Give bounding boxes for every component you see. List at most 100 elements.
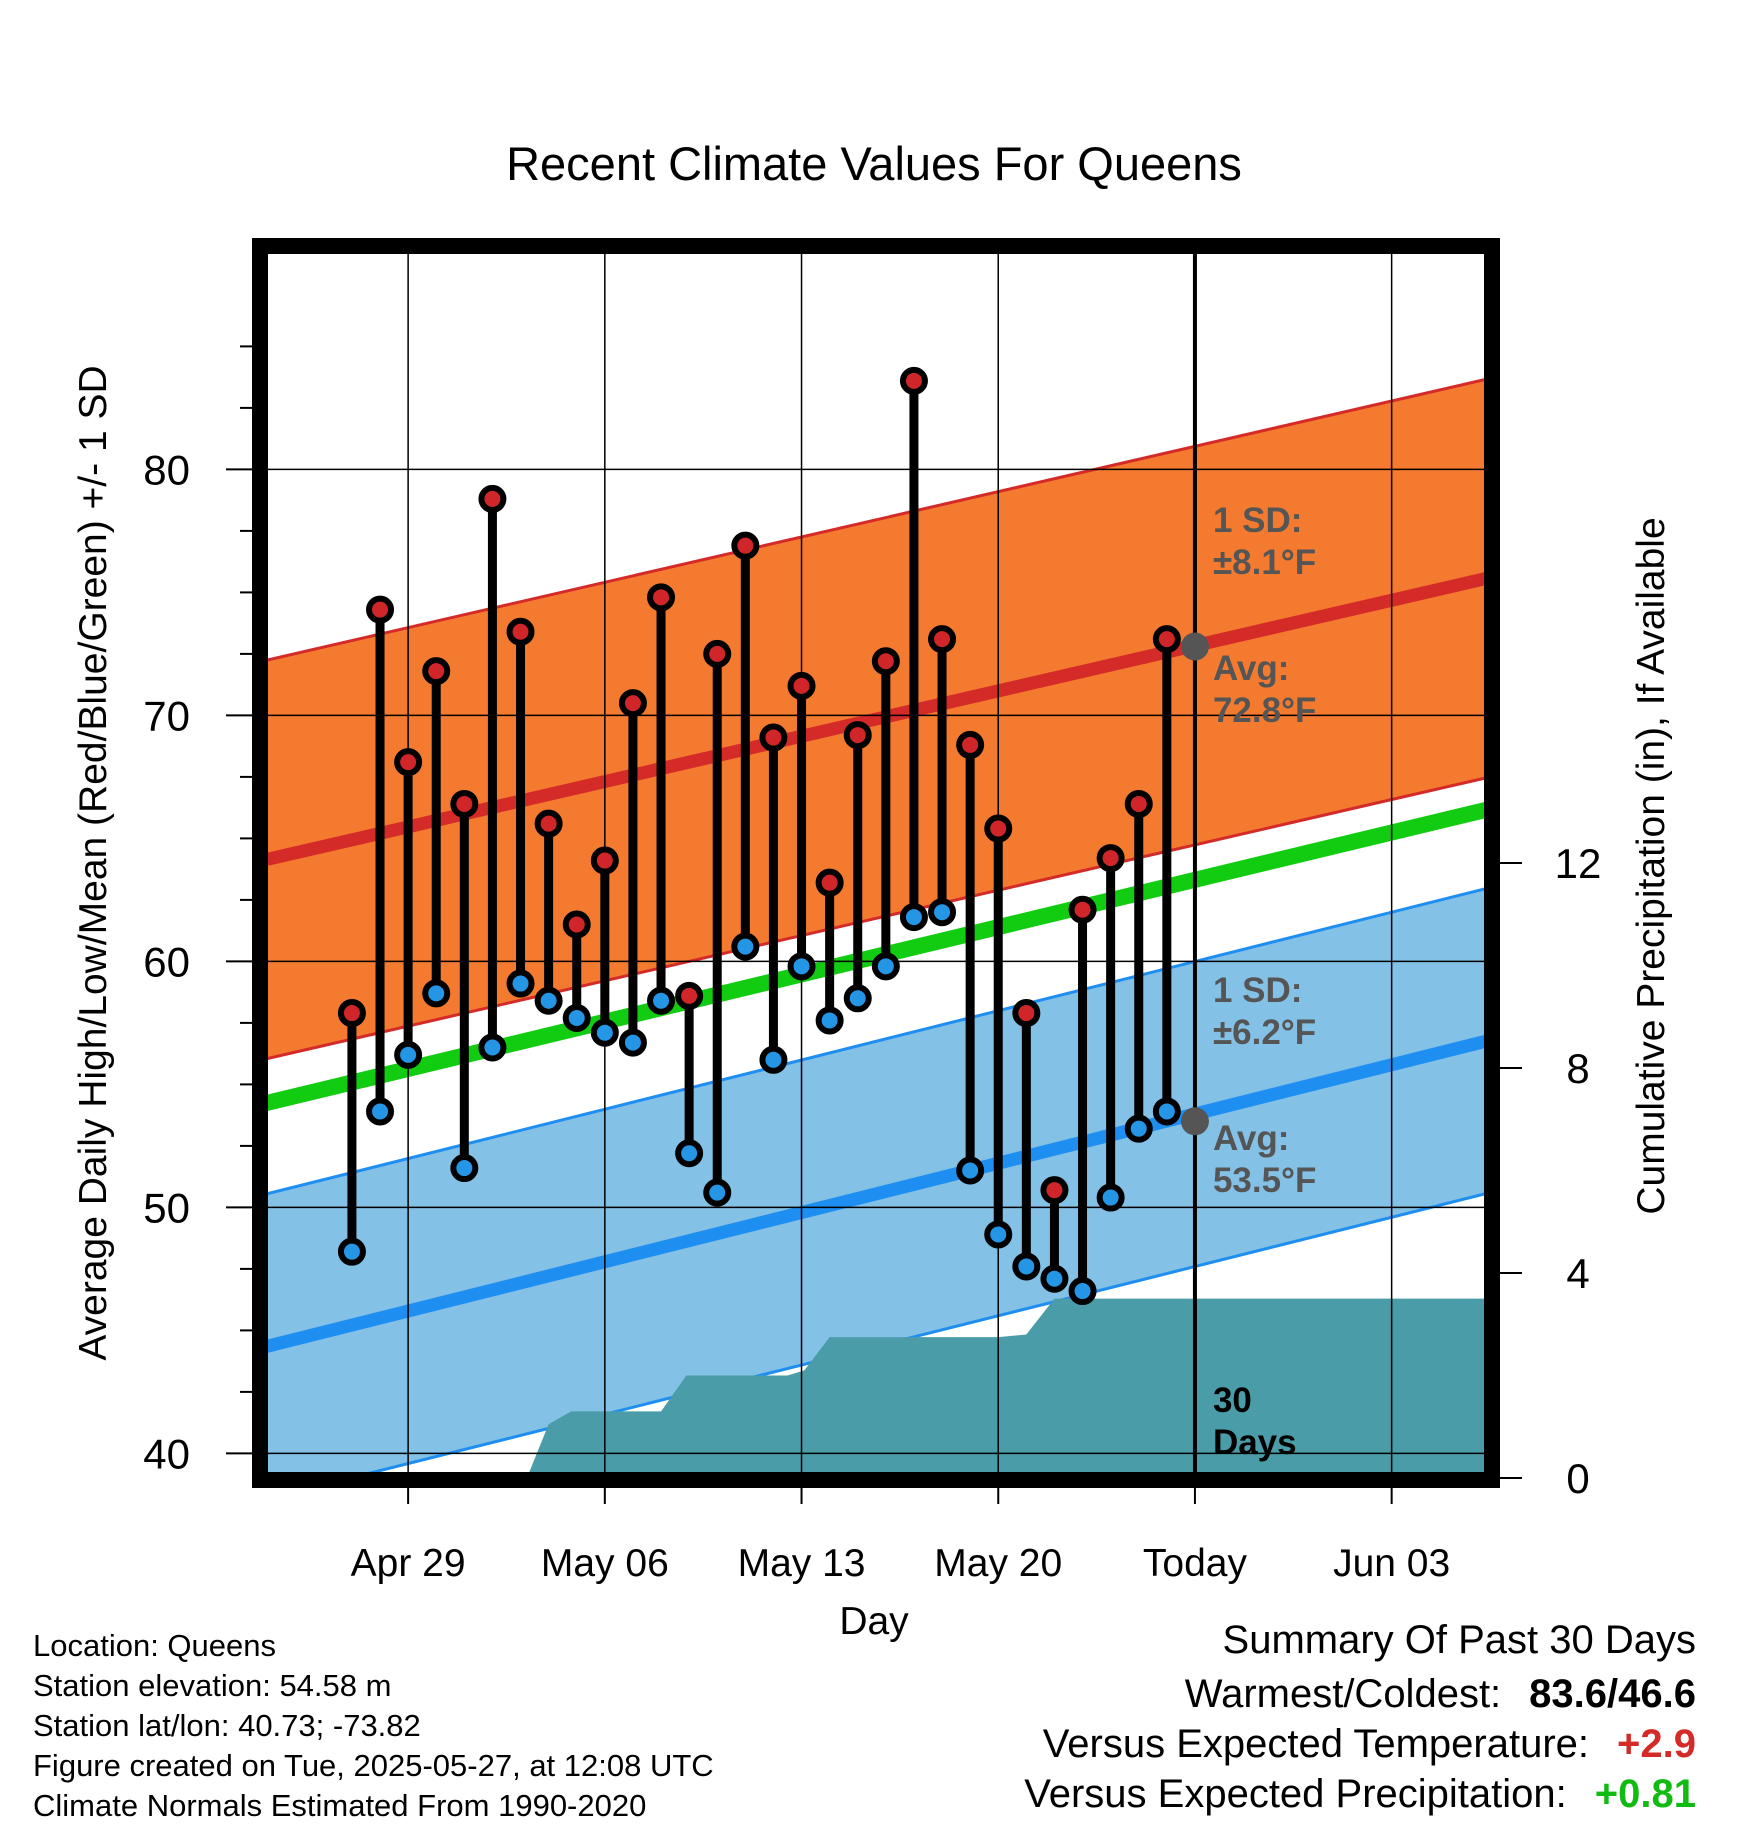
warm-cold-label: Warmest/Coldest: [1184,1672,1502,1716]
low-temp-dot [928,898,957,927]
low-temp-dot [675,1139,704,1168]
x-axis-label: Day [839,1600,909,1643]
high-temp-dot [1040,1176,1069,1205]
x-tick-label: May 13 [738,1542,866,1585]
x-tick-label: Today [1143,1542,1248,1585]
high-temp-dot [1152,625,1181,654]
high-temp-dot [1012,999,1041,1028]
low-temp-dot [450,1154,479,1183]
high-avg-annotation: Avg: 72.8°F [1213,649,1317,730]
warm-cold-value: 83.6/46.6 [1529,1672,1696,1716]
low-temp-dot [337,1237,366,1266]
high-temp-dot [618,689,647,718]
low-avg-line [262,1033,1490,1354]
high-temp-dot [956,730,985,759]
y2-tick-label: 4 [1566,1250,1589,1297]
low-temp-dot [1096,1183,1125,1212]
high-temp-dot [731,531,760,560]
y-tick-label: 50 [143,1184,190,1231]
x-tick-label: Apr 29 [351,1542,466,1585]
high-temp-dot [675,981,704,1010]
high-temp-dot [590,846,619,875]
high-temp-dot [422,657,451,686]
y2-tick-label: 0 [1566,1455,1589,1502]
low-temp-dot [366,1097,395,1126]
low-temp-dot [843,984,872,1013]
temp-label: Versus Expected Temperature: [1042,1722,1590,1766]
low-temp-dot [731,932,760,961]
summary-temp: Versus Expected Temperature: +2.9 [1043,1722,1696,1767]
high-temp-dot [928,625,957,654]
precip-value: +0.81 [1594,1772,1696,1816]
footer-normals: Climate Normals Estimated From 1990-2020 [33,1788,647,1823]
low-temp-dot [1152,1097,1181,1126]
summary-precip: Versus Expected Precipitation: +0.81 [1024,1772,1696,1817]
footer-created: Figure created on Tue, 2025-05-27, at 12… [33,1748,714,1783]
high-temp-dot [815,868,844,897]
summary-warm-cold: Warmest/Coldest: 83.6/46.6 [1185,1672,1696,1717]
high-temp-dot [1124,789,1153,818]
high-temp-dot [450,789,479,818]
y-tick-label: 60 [143,938,190,985]
high-temp-dot [366,595,395,624]
x-tick-label: Jun 03 [1333,1542,1450,1585]
precip-label: Versus Expected Precipitation: [1024,1772,1567,1816]
footer-elevation: Station elevation: 54.58 m [33,1668,392,1703]
y2-tick-label: 8 [1566,1045,1589,1092]
low-temp-dot [394,1040,423,1069]
low-temp-dot [534,986,563,1015]
high-temp-dot [871,647,900,676]
high-sd-annotation: 1 SD: ±8.1°F [1213,501,1316,582]
high-avg-today-marker [1180,632,1209,661]
y2-axis-label: Cumulative Precipitation (in), If Availa… [1630,517,1673,1214]
high-temp-dot [534,809,563,838]
plot-frame [252,238,1500,1488]
x-tick-label: May 20 [934,1542,1062,1585]
high-temp-dot [562,910,591,939]
y2-tick-label: 12 [1555,840,1602,887]
high-temp-dot [1068,895,1097,924]
low-temp-dot [590,1018,619,1047]
low-temp-dot [1040,1264,1069,1293]
low-sd-annotation: 1 SD: ±6.2°F [1213,971,1316,1052]
low-temp-dot [506,969,535,998]
low-temp-dot [956,1156,985,1185]
low-temp-dot [759,1045,788,1074]
summary-title: Summary Of Past 30 Days [1222,1618,1696,1662]
low-temp-dot [1124,1114,1153,1143]
y-tick-label: 80 [143,446,190,493]
y-tick-label: 70 [143,692,190,739]
low-temp-dot [647,986,676,1015]
low-avg-today-marker [1180,1107,1209,1136]
high-temp-dot [1096,844,1125,873]
low-temp-dot [1012,1252,1041,1281]
low-temp-dot [618,1028,647,1057]
high-temp-dot [703,639,732,668]
y-tick-label: 40 [143,1430,190,1477]
high-temp-dot [647,583,676,612]
high-temp-dot [506,617,535,646]
temp-value: +2.9 [1617,1722,1696,1766]
footer-latlon: Station lat/lon: 40.73; -73.82 [33,1708,421,1743]
low-temp-dot [815,1006,844,1035]
high-temp-dot [899,366,928,395]
low-temp-dot [562,1003,591,1032]
high-temp-dot [984,814,1013,843]
low-temp-dot [787,952,816,981]
low-temp-dot [1068,1277,1097,1306]
low-avg-annotation: Avg: 53.5°F [1213,1119,1317,1200]
low-temp-dot [871,952,900,981]
low-temp-dot [478,1033,507,1062]
high-temp-dot [843,721,872,750]
high-temp-dot [787,671,816,700]
y-axis-label: Average Daily High/Low/Mean (Red/Blue/Gr… [72,365,115,1360]
high-temp-dot [337,999,366,1028]
precip-area [262,1298,1490,1478]
low-sd-band [262,887,1490,1478]
low-temp-dot [984,1220,1013,1249]
high-temp-dot [759,723,788,752]
low-temp-dot [899,903,928,932]
low-temp-dot [422,979,451,1008]
x-tick-label: May 06 [541,1542,669,1585]
